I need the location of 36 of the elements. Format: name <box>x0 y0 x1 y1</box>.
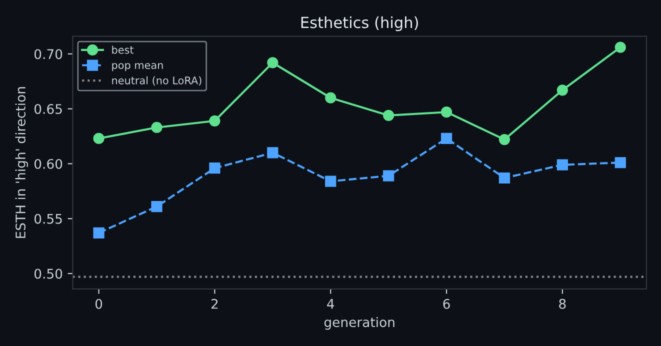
point <box>93 227 104 238</box>
chart-title: Esthetics (high) <box>301 16 418 32</box>
point <box>209 115 220 126</box>
y-tick-label: 0.65 <box>34 104 62 114</box>
point <box>267 147 278 158</box>
x-axis-title: generation <box>324 316 394 330</box>
x-tick-label: 4 <box>327 299 334 309</box>
y-tick-label: 0.70 <box>34 49 62 60</box>
point <box>93 132 104 144</box>
x-tick-label: 8 <box>559 298 566 309</box>
legend-label: neutral (no LoRA) <box>112 76 202 86</box>
y-tick-label: 0.60 <box>34 158 62 169</box>
point <box>383 110 394 121</box>
x-tick-label: 2 <box>211 298 218 309</box>
point <box>383 170 394 182</box>
point <box>556 84 568 96</box>
legend-label: best <box>112 46 134 54</box>
point <box>614 157 626 168</box>
point <box>151 200 162 212</box>
point <box>440 106 452 118</box>
y-tick-label: 0.50 <box>34 268 62 279</box>
point <box>325 92 336 104</box>
x-tick-label: 6 <box>443 298 450 309</box>
legend-label: pop mean <box>112 63 163 72</box>
point <box>498 134 510 146</box>
y-tick-label: 0.55 <box>34 214 62 224</box>
point <box>267 57 278 68</box>
point <box>498 172 510 184</box>
point <box>209 162 220 174</box>
point <box>325 176 336 187</box>
point <box>556 159 568 170</box>
y-axis-title: ESTH in 'high' direction <box>15 87 28 238</box>
x-tick-label: 0 <box>95 298 102 309</box>
point <box>614 42 626 53</box>
point <box>440 132 452 144</box>
point <box>151 122 162 134</box>
